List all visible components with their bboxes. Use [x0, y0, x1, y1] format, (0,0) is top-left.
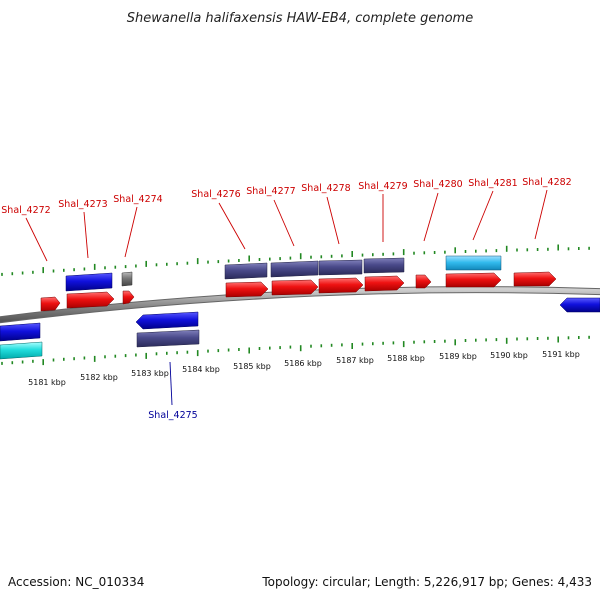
- tick-marks: [1, 244, 590, 366]
- gene-feature-rna: [445, 255, 502, 271]
- gene-label-shal-4273: Shal_4273: [58, 199, 107, 210]
- gene-feature-purple: [224, 262, 268, 280]
- scale-label: 5185 kbp: [233, 362, 271, 371]
- gene-arrow-forward: [445, 272, 502, 288]
- leader-line: [423, 192, 439, 242]
- gene-feature-gray: [121, 271, 133, 287]
- scale-label: 5190 kbp: [490, 351, 528, 360]
- scale-labels: 5181 kbp 5182 kbp 5183 kbp 5184 kbp 5185…: [28, 350, 580, 387]
- map-title: Shewanella halifaxensis HAW-EB4, complet…: [127, 11, 473, 26]
- gene-label-shal-4275: Shal_4275: [148, 410, 197, 421]
- gene-feature-purple: [270, 260, 319, 278]
- scale-label: 5189 kbp: [439, 352, 477, 361]
- leader-line: [124, 206, 138, 258]
- gene-label-shal-4281: Shal_4281: [468, 178, 517, 189]
- leader-line: [218, 202, 246, 250]
- label-leaders: [25, 189, 548, 262]
- gene-arrow-reverse: [135, 311, 199, 330]
- gene-label-shal-4272: Shal_4272: [1, 205, 50, 216]
- reverse-cds-ring: [0, 297, 600, 342]
- gene-label-shal-4280: Shal_4280: [413, 179, 462, 190]
- gene-label-shal-4276: Shal_4276: [191, 189, 240, 200]
- gene-label-shal-4279: Shal_4279: [358, 181, 407, 192]
- gene-labels: Shal_4272 Shal_4273 Shal_4274 Shal_4275 …: [1, 177, 571, 421]
- topology-summary-text: Topology: circular; Length: 5,226,917 bp…: [261, 575, 592, 589]
- scale-label: 5191 kbp: [542, 350, 580, 359]
- gene-arrow-forward: [318, 277, 364, 294]
- gene-arrow-forward: [66, 291, 115, 309]
- forward-cds-ring: [40, 271, 557, 312]
- gene-arrow-forward: [271, 279, 319, 296]
- gene-feature-purple: [363, 257, 405, 274]
- reverse-feature-ring: [0, 329, 200, 360]
- forward-feature-ring: [65, 255, 502, 292]
- scale-label: 5186 kbp: [284, 359, 322, 368]
- leader-line: [83, 211, 89, 259]
- scale-label: 5182 kbp: [80, 373, 118, 382]
- gene-arrow-forward: [40, 296, 61, 312]
- gene-arrow-reverse: [0, 322, 41, 342]
- gene-label-shal-4277: Shal_4277: [246, 186, 295, 197]
- gene-feature-purple: [318, 259, 363, 276]
- scale-label: 5183 kbp: [131, 369, 169, 378]
- leader-line: [169, 361, 173, 406]
- scale-label: 5184 kbp: [182, 365, 220, 374]
- gene-feature-blue: [65, 272, 113, 292]
- gene-arrow-forward: [513, 271, 557, 287]
- leader-line: [25, 217, 48, 262]
- gene-label-shal-4278: Shal_4278: [301, 183, 350, 194]
- gene-arrow-forward: [415, 274, 432, 289]
- gene-arrow-forward: [122, 290, 135, 305]
- leader-line: [534, 189, 548, 240]
- leader-line: [326, 196, 340, 245]
- scale-label: 5188 kbp: [387, 354, 425, 363]
- gene-arrow-forward: [364, 275, 405, 292]
- gene-feature-rna: [0, 341, 43, 360]
- gene-arrow-reverse: [559, 297, 600, 313]
- gene-label-shal-4274: Shal_4274: [113, 194, 162, 205]
- gene-feature-purple: [136, 329, 200, 348]
- gene-arrow-forward: [225, 281, 269, 298]
- scale-label: 5187 kbp: [336, 356, 374, 365]
- leader-line: [273, 199, 295, 247]
- leader-line: [472, 190, 494, 241]
- scale-label: 5181 kbp: [28, 378, 66, 387]
- accession-text: Accession: NC_010334: [8, 575, 144, 589]
- gene-label-shal-4282: Shal_4282: [522, 177, 571, 188]
